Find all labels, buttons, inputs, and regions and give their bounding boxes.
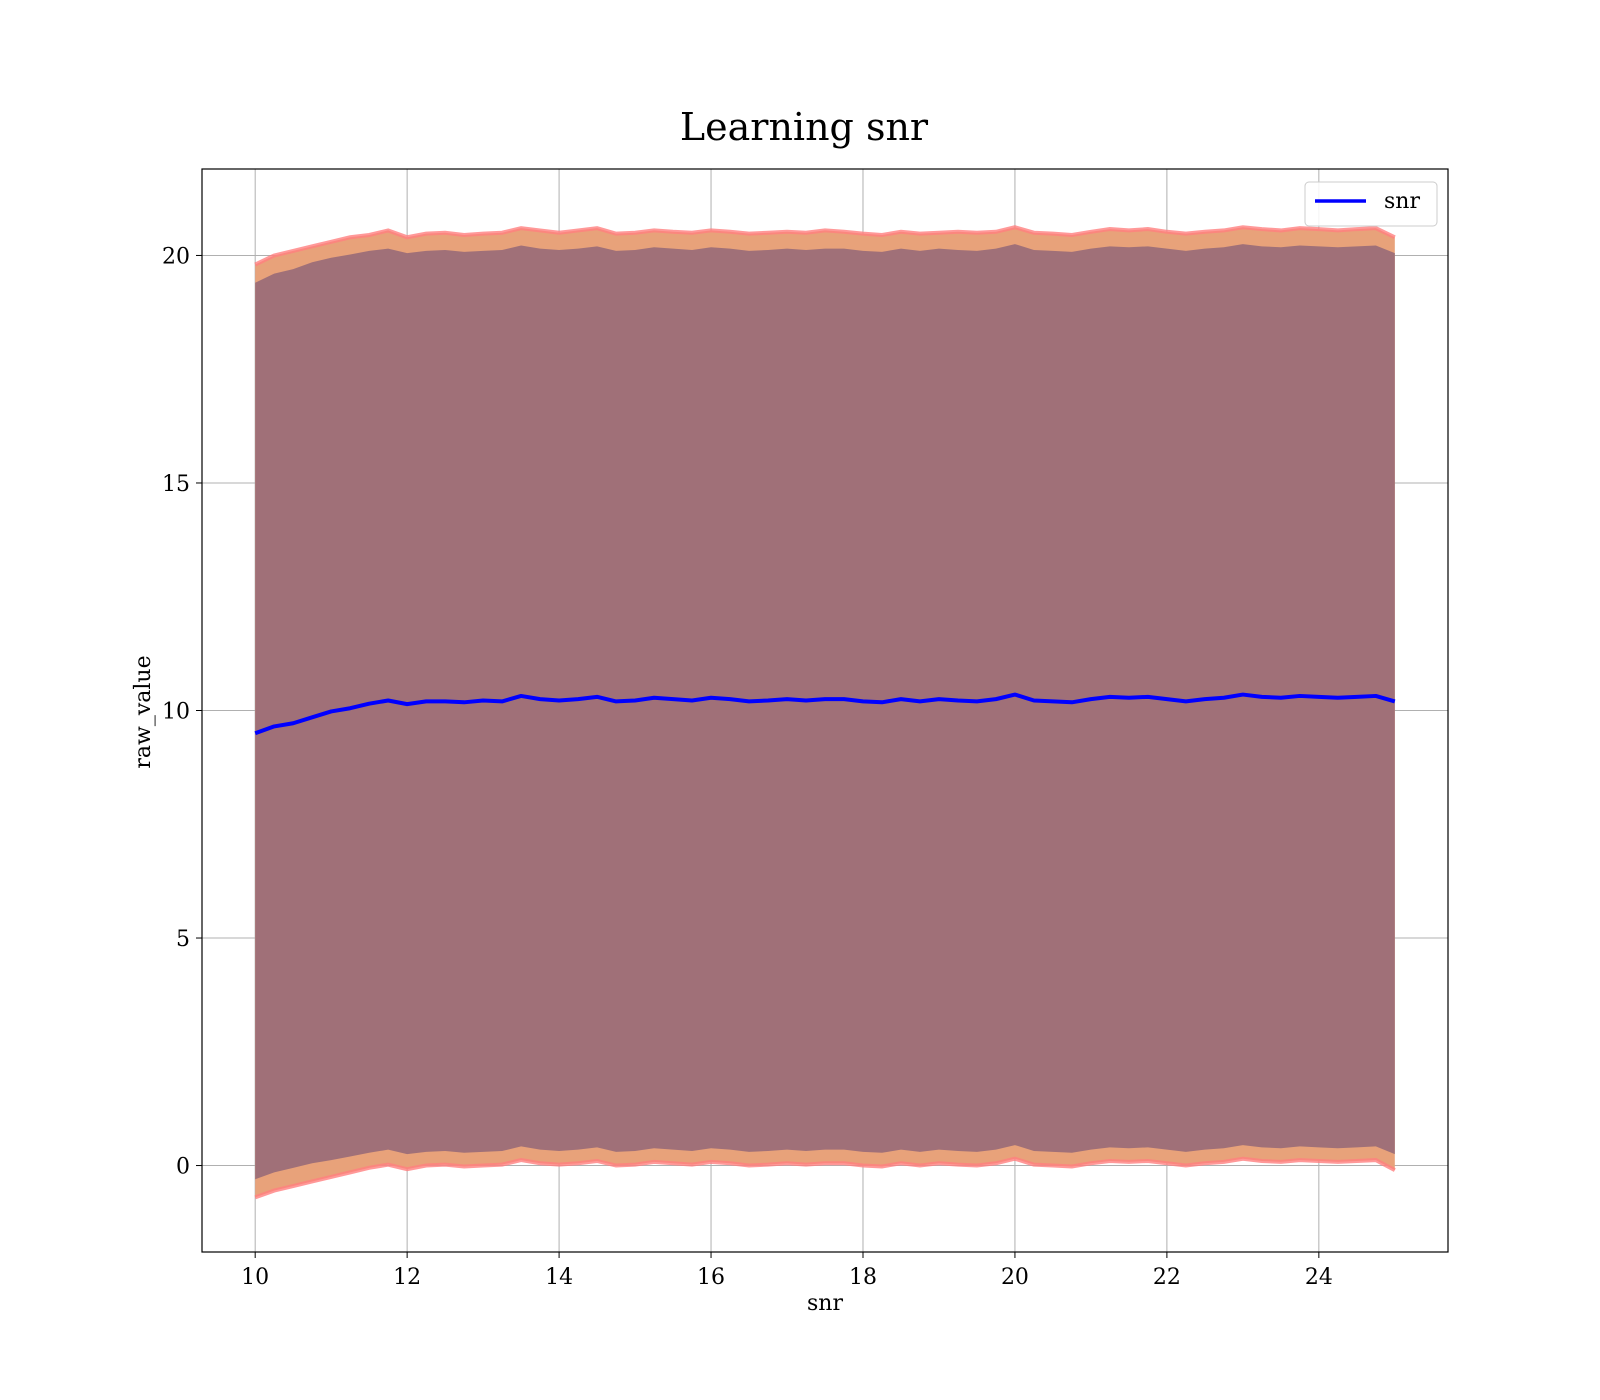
x-tick-label: 12 <box>393 1265 421 1290</box>
x-tick-label: 16 <box>697 1265 725 1290</box>
x-tick-label: 14 <box>545 1265 573 1290</box>
inner-band-area <box>255 244 1395 1180</box>
y-tick-label: 10 <box>162 700 190 725</box>
series-line-snr <box>254 692 1396 736</box>
legend: snr <box>1304 181 1438 227</box>
y-axis-label: raw_value <box>131 655 156 768</box>
legend-label-snr: snr <box>1384 189 1420 214</box>
x-axis-label: snr <box>807 1291 843 1316</box>
y-tick-label: 15 <box>162 472 190 497</box>
y-axis: 0 5 10 15 20 <box>162 244 202 1180</box>
x-axis: 10 12 14 16 18 20 22 24 <box>241 1252 1333 1290</box>
y-tick-label: 20 <box>162 244 190 269</box>
y-tick-label: 0 <box>176 1155 190 1180</box>
x-tick-label: 10 <box>241 1265 269 1290</box>
legend-box <box>1304 181 1438 227</box>
outer-band-upper-edge <box>254 225 1396 267</box>
y-tick-label: 5 <box>176 927 190 952</box>
x-tick-label: 20 <box>1001 1265 1029 1290</box>
outer-band-lower-edge <box>254 1156 1396 1200</box>
x-tick-label: 18 <box>849 1265 877 1290</box>
chart-title: Learning snr <box>680 105 929 149</box>
x-tick-label: 22 <box>1153 1265 1181 1290</box>
band-layer <box>254 225 1396 1200</box>
x-tick-label: 24 <box>1305 1265 1333 1290</box>
